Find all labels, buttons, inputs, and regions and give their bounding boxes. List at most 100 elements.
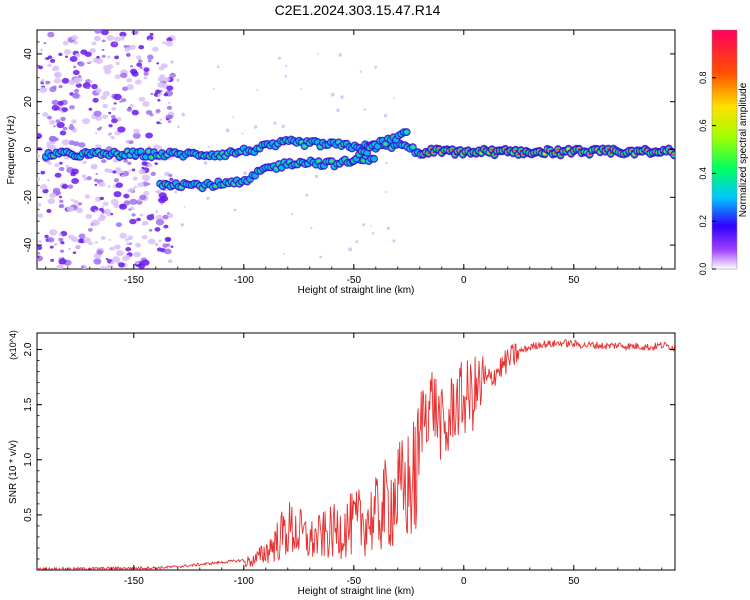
noise-blob bbox=[122, 255, 130, 262]
noise-blob bbox=[40, 184, 48, 190]
noise-blob bbox=[131, 168, 136, 172]
noise-blob bbox=[121, 98, 127, 103]
noise-blob bbox=[139, 213, 144, 217]
noise-blob bbox=[96, 55, 100, 59]
noise-blob bbox=[49, 245, 54, 249]
noise-blob bbox=[149, 32, 154, 36]
noise-blob bbox=[159, 118, 163, 121]
noise-blob bbox=[37, 252, 41, 255]
colorbar: 0.0 0.2 0.4 0.6 0.8 Normalized spectral ampl… bbox=[698, 29, 749, 275]
noise-blob bbox=[141, 259, 150, 266]
noise-blob bbox=[85, 213, 93, 219]
noise-blob bbox=[314, 174, 319, 178]
noise-blob bbox=[93, 258, 102, 265]
noise-blob bbox=[131, 109, 139, 116]
noise-blob bbox=[164, 237, 172, 242]
noise-blob bbox=[135, 242, 141, 248]
noise-blob bbox=[148, 228, 153, 232]
noise-blob bbox=[94, 30, 102, 34]
noise-blob bbox=[123, 193, 130, 199]
noise-blob bbox=[52, 187, 61, 194]
noise-blob bbox=[359, 70, 362, 73]
noise-blob bbox=[101, 54, 106, 58]
noise-blob bbox=[81, 265, 85, 269]
noise-blob bbox=[158, 239, 162, 243]
noise-blob bbox=[64, 49, 72, 55]
noise-blob bbox=[128, 44, 136, 50]
noise-blob bbox=[58, 258, 67, 265]
noise-blob bbox=[53, 243, 58, 246]
noise-blob bbox=[82, 118, 91, 125]
x-tick-label: 50 bbox=[568, 275, 580, 286]
noise-blob bbox=[145, 110, 153, 115]
noise-blob bbox=[106, 264, 114, 269]
noise-blob bbox=[131, 71, 139, 77]
noise-blob bbox=[115, 222, 122, 228]
noise-blob bbox=[83, 237, 91, 243]
noise-blob bbox=[73, 40, 78, 45]
noise-blob bbox=[58, 237, 64, 242]
colorbar-tick-label: 0.2 bbox=[698, 215, 708, 228]
noise-blob bbox=[167, 213, 174, 218]
snr-frame bbox=[36, 332, 676, 571]
noise-blob bbox=[284, 75, 288, 78]
noise-blob bbox=[85, 61, 89, 64]
noise-blob bbox=[137, 59, 143, 63]
noise-blob bbox=[162, 214, 169, 220]
noise-blob bbox=[233, 208, 237, 212]
noise-blob bbox=[72, 78, 80, 83]
noise-blob bbox=[310, 226, 313, 229]
noise-blob bbox=[40, 170, 46, 175]
noise-blob bbox=[136, 62, 143, 67]
x-tick-label: -150 bbox=[124, 576, 144, 587]
noise-blob bbox=[106, 55, 111, 59]
noise-blob bbox=[113, 191, 122, 198]
x-tick-label: -150 bbox=[124, 275, 144, 286]
noise-blob bbox=[115, 182, 124, 188]
noise-blob bbox=[305, 193, 309, 197]
noise-blob bbox=[93, 165, 97, 169]
noise-blob bbox=[91, 83, 98, 90]
noise-blob bbox=[113, 102, 117, 105]
noise-blob bbox=[150, 171, 156, 176]
noise-blob bbox=[170, 245, 174, 248]
noise-blob bbox=[83, 177, 88, 181]
noise-blob bbox=[40, 48, 44, 52]
noise-blob bbox=[109, 247, 113, 250]
noise-blob bbox=[128, 169, 131, 172]
noise-blob bbox=[385, 161, 388, 165]
noise-blob bbox=[113, 178, 119, 183]
noise-blob bbox=[117, 126, 126, 133]
noise-blob bbox=[147, 238, 156, 245]
noise-blob bbox=[273, 121, 277, 125]
colorbar-gradient bbox=[711, 29, 738, 270]
noise-blob bbox=[174, 190, 177, 194]
noise-blob bbox=[71, 178, 79, 184]
noise-blob bbox=[133, 128, 140, 134]
noise-blob bbox=[291, 213, 294, 216]
y-tick-label: 1.5 bbox=[23, 397, 34, 411]
noise-blob bbox=[76, 207, 84, 214]
noise-blob bbox=[138, 96, 146, 102]
noise-blob bbox=[139, 194, 147, 200]
noise-blob bbox=[53, 71, 63, 79]
noise-blob bbox=[47, 198, 56, 205]
noise-blob bbox=[169, 72, 176, 78]
noise-blob bbox=[338, 53, 342, 57]
snr-x-label: Height of straight line (km) bbox=[298, 586, 415, 597]
noise-blob bbox=[110, 261, 115, 265]
noise-blob bbox=[150, 92, 154, 96]
noise-blob bbox=[119, 100, 123, 103]
noise-blob bbox=[143, 67, 150, 73]
noise-blob bbox=[125, 247, 132, 252]
noise-blob bbox=[126, 107, 132, 112]
noise-blob bbox=[97, 127, 102, 131]
noise-blob bbox=[45, 80, 51, 85]
noise-blob bbox=[152, 46, 159, 52]
noise-blob bbox=[92, 97, 99, 103]
noise-blob bbox=[57, 100, 64, 106]
noise-blob bbox=[91, 41, 97, 46]
noise-blob bbox=[217, 65, 220, 69]
noise-blob bbox=[119, 232, 127, 239]
